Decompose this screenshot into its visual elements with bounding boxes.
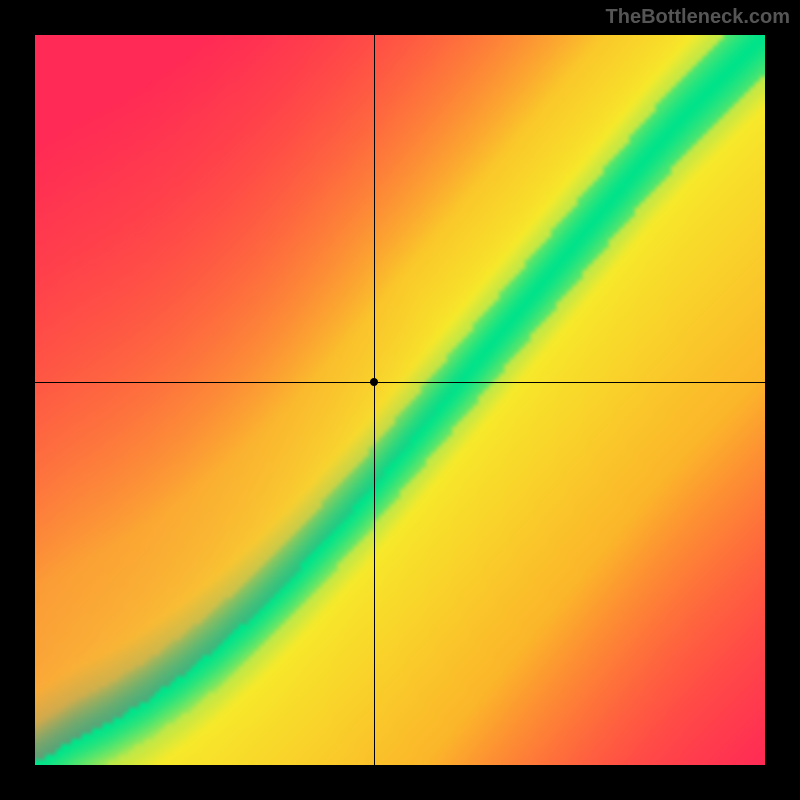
crosshair-vertical: [374, 35, 375, 765]
crosshair-dot: [370, 378, 378, 386]
heatmap-canvas: [35, 35, 765, 765]
watermark-text: TheBottleneck.com: [606, 6, 790, 29]
crosshair-horizontal: [35, 382, 765, 383]
chart-container: [35, 35, 765, 765]
